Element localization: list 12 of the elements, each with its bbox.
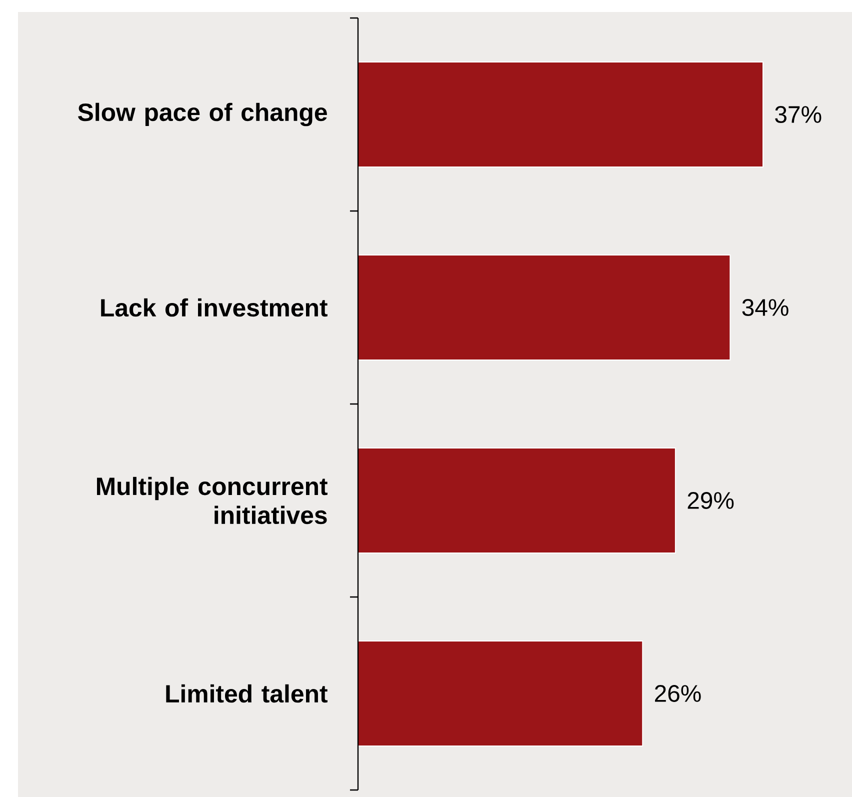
- y-tick-label: Multiple concurrent initiatives: [97, 476, 328, 524]
- bar: [358, 254, 731, 360]
- bar: [358, 447, 676, 554]
- y-tick-label: Slow pace of change: [78, 102, 327, 126]
- y-tick-label: Lack of investment: [101, 298, 328, 317]
- bar: [358, 61, 764, 168]
- bar: [358, 640, 644, 746]
- data-label: 29%: [688, 492, 734, 509]
- y-tick-label: Limited talent: [166, 684, 328, 703]
- data-label: 37%: [775, 106, 822, 123]
- data-label: 34%: [742, 299, 788, 316]
- data-label: 26%: [655, 685, 701, 702]
